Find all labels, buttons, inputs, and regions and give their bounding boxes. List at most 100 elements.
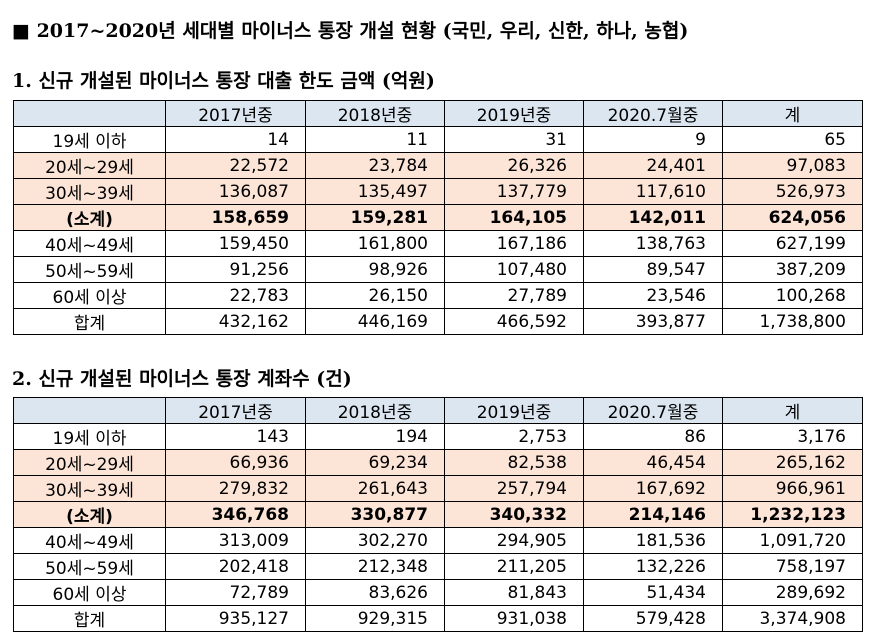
cell: 159,450 bbox=[165, 230, 306, 257]
table-row: 19세 이하 14 11 31 9 65 bbox=[13, 126, 863, 153]
table: 2017년중 2018년중 2019년중 2020.7월중 계 19세 이하 143 194 2… bbox=[13, 397, 863, 632]
cell: 261,643 bbox=[305, 475, 445, 502]
cell: 466,592 bbox=[444, 308, 584, 335]
row-label: 60세 이상 bbox=[13, 282, 166, 309]
table-row: 합계 432,162 446,169 466,592 393,877 1,738,800 bbox=[13, 308, 863, 335]
cell: 117,610 bbox=[583, 178, 723, 205]
cell: 107,480 bbox=[444, 256, 584, 283]
row-label: 합계 bbox=[13, 308, 166, 335]
row-label: 50세~59세 bbox=[13, 553, 166, 580]
cell: 83,626 bbox=[305, 579, 445, 606]
row-label: 40세~49세 bbox=[13, 527, 166, 554]
cell: 98,926 bbox=[305, 256, 445, 283]
cell: 100,268 bbox=[722, 282, 863, 309]
cell: 89,547 bbox=[583, 256, 723, 283]
cell: 302,270 bbox=[305, 527, 445, 554]
cell: 446,169 bbox=[305, 308, 445, 335]
cell: 137,779 bbox=[444, 178, 584, 205]
cell: 279,832 bbox=[165, 475, 306, 502]
cell: 46,454 bbox=[583, 449, 723, 476]
cell: 167,186 bbox=[444, 230, 584, 257]
table: 2017년중 2018년중 2019년중 2020.7월중 계 19세 이하 14 11 31 9… bbox=[13, 100, 863, 335]
cell: 346,768 bbox=[165, 501, 306, 528]
table-row: 20세~29세 22,572 23,784 26,326 24,401 97,083 bbox=[13, 152, 863, 179]
cell: 3,176 bbox=[722, 423, 863, 450]
table-row: (소계) 346,768 330,877 340,332 214,146 1,232,12… bbox=[13, 501, 863, 528]
cell: 135,497 bbox=[305, 178, 445, 205]
row-label: (소계) bbox=[13, 501, 166, 528]
cell: 65 bbox=[722, 126, 863, 153]
header-cell: 계 bbox=[722, 100, 863, 127]
row-label: 60세 이상 bbox=[13, 579, 166, 606]
table-row: (소계) 158,659 159,281 164,105 142,011 624,056 bbox=[13, 204, 863, 231]
header-cell bbox=[13, 397, 166, 424]
cell: 202,418 bbox=[165, 553, 306, 580]
cell: 167,692 bbox=[583, 475, 723, 502]
cell: 24,401 bbox=[583, 152, 723, 179]
table-row: 합계 935,127 929,315 931,038 579,428 3,374,908 bbox=[13, 605, 863, 632]
table-row: 50세~59세 91,256 98,926 107,480 89,547 387,209 bbox=[13, 256, 863, 283]
cell: 1,738,800 bbox=[722, 308, 863, 335]
cell: 72,789 bbox=[165, 579, 306, 606]
cell: 11 bbox=[305, 126, 445, 153]
row-label: 합계 bbox=[13, 605, 166, 632]
table-row: 40세~49세 313,009 302,270 294,905 181,536 1,091… bbox=[13, 527, 863, 554]
cell: 138,763 bbox=[583, 230, 723, 257]
cell: 393,877 bbox=[583, 308, 723, 335]
table-row: 30세~39세 136,087 135,497 137,779 117,610 526,9… bbox=[13, 178, 863, 205]
header-cell: 2017년중 bbox=[165, 397, 306, 424]
cell: 758,197 bbox=[722, 553, 863, 580]
cell: 26,150 bbox=[305, 282, 445, 309]
cell: 387,209 bbox=[722, 256, 863, 283]
header-cell bbox=[13, 100, 166, 127]
table-heading: 2. 신규 개설된 마이너스 통장 계좌수 (건) bbox=[12, 368, 352, 390]
row-label: 40세~49세 bbox=[13, 230, 166, 257]
cell: 132,226 bbox=[583, 553, 723, 580]
row-label: 50세~59세 bbox=[13, 256, 166, 283]
cell: 194 bbox=[305, 423, 445, 450]
header-cell: 2020.7월중 bbox=[583, 100, 723, 127]
cell: 142,011 bbox=[583, 204, 723, 231]
cell: 214,146 bbox=[583, 501, 723, 528]
cell: 1,091,720 bbox=[722, 527, 863, 554]
cell: 257,794 bbox=[444, 475, 584, 502]
row-label: (소계) bbox=[13, 204, 166, 231]
cell: 14 bbox=[165, 126, 306, 153]
header-cell: 2018년중 bbox=[305, 100, 445, 127]
cell: 22,572 bbox=[165, 152, 306, 179]
cell: 82,538 bbox=[444, 449, 584, 476]
cell: 158,659 bbox=[165, 204, 306, 231]
cell: 931,038 bbox=[444, 605, 584, 632]
cell: 26,326 bbox=[444, 152, 584, 179]
header-cell: 2019년중 bbox=[444, 397, 584, 424]
cell: 2,753 bbox=[444, 423, 584, 450]
row-label: 30세~39세 bbox=[13, 475, 166, 502]
header-row: 2017년중 2018년중 2019년중 2020.7월중 계 bbox=[13, 397, 863, 424]
cell: 9 bbox=[583, 126, 723, 153]
cell: 66,936 bbox=[165, 449, 306, 476]
table-row: 40세~49세 159,450 161,800 167,186 138,763 627,1… bbox=[13, 230, 863, 257]
cell: 161,800 bbox=[305, 230, 445, 257]
table-row: 60세 이상 22,783 26,150 27,789 23,546 100,268 bbox=[13, 282, 863, 309]
cell: 313,009 bbox=[165, 527, 306, 554]
header-row: 2017년중 2018년중 2019년중 2020.7월중 계 bbox=[13, 100, 863, 127]
cell: 86 bbox=[583, 423, 723, 450]
page-title: ■ 2017~2020년 세대별 마이너스 통장 개설 현황 (국민, 우리, … bbox=[12, 20, 689, 42]
cell: 294,905 bbox=[444, 527, 584, 554]
cell: 627,199 bbox=[722, 230, 863, 257]
header-cell: 계 bbox=[722, 397, 863, 424]
cell: 265,162 bbox=[722, 449, 863, 476]
cell: 22,783 bbox=[165, 282, 306, 309]
cell: 432,162 bbox=[165, 308, 306, 335]
cell: 81,843 bbox=[444, 579, 584, 606]
row-label: 20세~29세 bbox=[13, 152, 166, 179]
cell: 31 bbox=[444, 126, 584, 153]
row-label: 30세~39세 bbox=[13, 178, 166, 205]
cell: 289,692 bbox=[722, 579, 863, 606]
cell: 340,332 bbox=[444, 501, 584, 528]
cell: 966,961 bbox=[722, 475, 863, 502]
header-cell: 2017년중 bbox=[165, 100, 306, 127]
header-cell: 2020.7월중 bbox=[583, 397, 723, 424]
cell: 935,127 bbox=[165, 605, 306, 632]
